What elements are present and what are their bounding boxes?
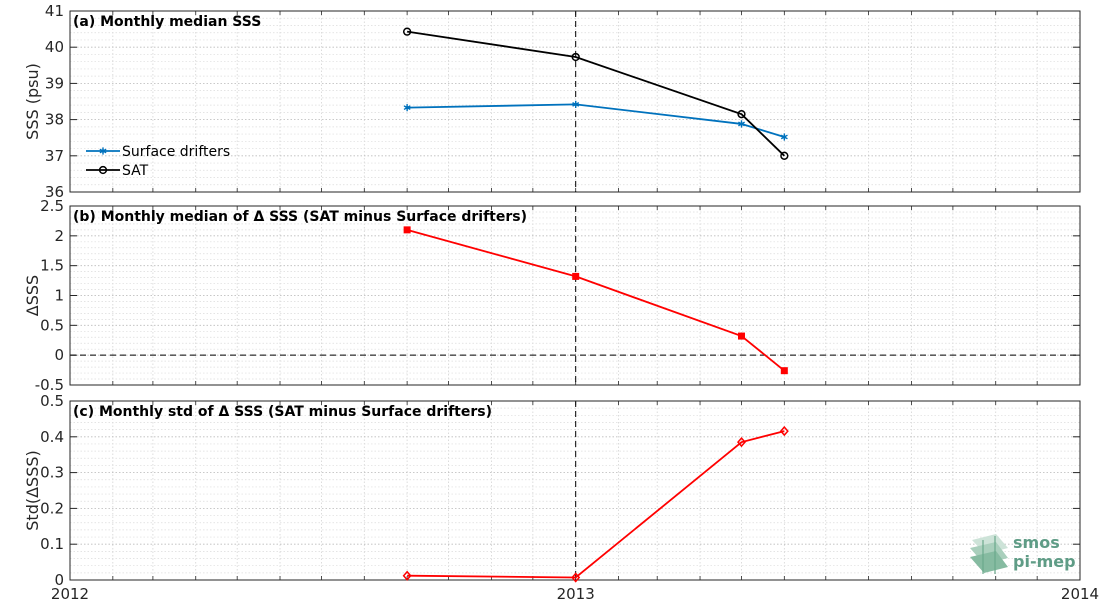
y-axis-label: SSS (psu) xyxy=(23,63,42,140)
y-tick-label: 0 xyxy=(54,346,64,364)
series-line xyxy=(406,228,785,372)
data-point xyxy=(99,147,107,155)
series-line xyxy=(407,103,785,138)
panel-title: (a) Monthly median SSS xyxy=(73,14,261,30)
series-surface-drifters xyxy=(403,100,788,141)
y-tick-label: 0.2 xyxy=(40,499,64,517)
panel-title: (b) Monthly median of Δ SSS (SAT minus S… xyxy=(73,209,527,225)
legend: Surface drifters SAT xyxy=(86,144,230,179)
data-point xyxy=(779,425,789,437)
axes-frame xyxy=(69,10,1081,193)
logo-text-line2: pi-mep xyxy=(1013,552,1076,571)
y-tick-label: 0.4 xyxy=(40,428,64,446)
series-delta-3 xyxy=(402,425,789,583)
y-tick-label: -0.5 xyxy=(35,376,64,394)
data-point xyxy=(572,272,580,280)
data-point xyxy=(780,133,788,141)
data-point-core xyxy=(101,149,105,153)
chart-panel-2: -0.5 0 0.5 1 1.5 2 2.5 ΔSSS (b) Monthly median o… xyxy=(23,197,1081,394)
data-point xyxy=(736,437,746,448)
data-point-core xyxy=(574,102,578,106)
data-point xyxy=(403,104,411,112)
x-tick-label: 2013 xyxy=(557,585,595,603)
legend-label: Surface drifters xyxy=(122,144,230,160)
data-point xyxy=(780,151,789,160)
axes-frame xyxy=(69,205,1081,386)
data-point-core xyxy=(782,135,786,139)
y-tick-label: 36 xyxy=(45,183,64,201)
data-point xyxy=(402,570,412,581)
logo-text-line1: smos xyxy=(1013,533,1060,552)
y-tick-label: 0 xyxy=(54,571,64,589)
panel-title: (c) Monthly std of Δ SSS (SAT minus Surf… xyxy=(73,404,492,420)
data-point xyxy=(780,367,788,375)
series-line xyxy=(407,430,785,579)
y-tick-label: 0.5 xyxy=(40,316,64,334)
legend-label: SAT xyxy=(122,163,149,179)
series-sat xyxy=(402,27,789,160)
x-tick-label: 2014 xyxy=(1061,585,1099,603)
y-tick-label: 1 xyxy=(54,287,64,305)
y-tick-label: 0.1 xyxy=(40,535,64,553)
y-tick-label: 0.3 xyxy=(40,464,64,482)
y-tick-label: 37 xyxy=(45,147,64,165)
data-point xyxy=(572,100,580,108)
data-point xyxy=(98,165,108,175)
y-tick-label: 38 xyxy=(45,111,64,129)
data-point xyxy=(738,120,745,128)
y-tick-label: 39 xyxy=(45,74,64,92)
smos-pimep-logo: smos pi-mep xyxy=(970,533,1076,574)
y-tick-label: 40 xyxy=(45,38,64,56)
plot-area xyxy=(70,401,1080,580)
series-delta-2 xyxy=(403,226,788,375)
y-axis-label: Std(ΔSSS) xyxy=(23,450,42,530)
data-point-core xyxy=(405,106,409,110)
chart-panel-1: 36 37 38 39 40 41 SSS (psu) (a) Monthly median … xyxy=(23,2,1081,201)
y-axis-label: ΔSSS xyxy=(23,275,42,316)
y-tick-label: 2.5 xyxy=(40,197,64,215)
data-point xyxy=(402,27,412,36)
logo-mark-icon xyxy=(970,534,1008,574)
data-point xyxy=(737,110,746,119)
series-line xyxy=(406,30,785,157)
y-tick-label: 1.5 xyxy=(40,257,64,275)
data-point xyxy=(737,332,745,340)
data-point xyxy=(571,52,580,62)
chart-panel-3: 0 0.1 0.2 0.3 0.4 0.5 2012 2013 2014 Std(ΔSSS) (c)… xyxy=(23,392,1099,603)
data-point-core xyxy=(739,122,744,126)
y-tick-label: 2 xyxy=(54,227,64,245)
y-tick-label: 0.5 xyxy=(40,392,64,410)
data-point xyxy=(403,226,411,234)
data-point xyxy=(571,572,581,583)
x-tick-label: 2012 xyxy=(51,585,89,603)
y-tick-label: 41 xyxy=(45,2,64,20)
